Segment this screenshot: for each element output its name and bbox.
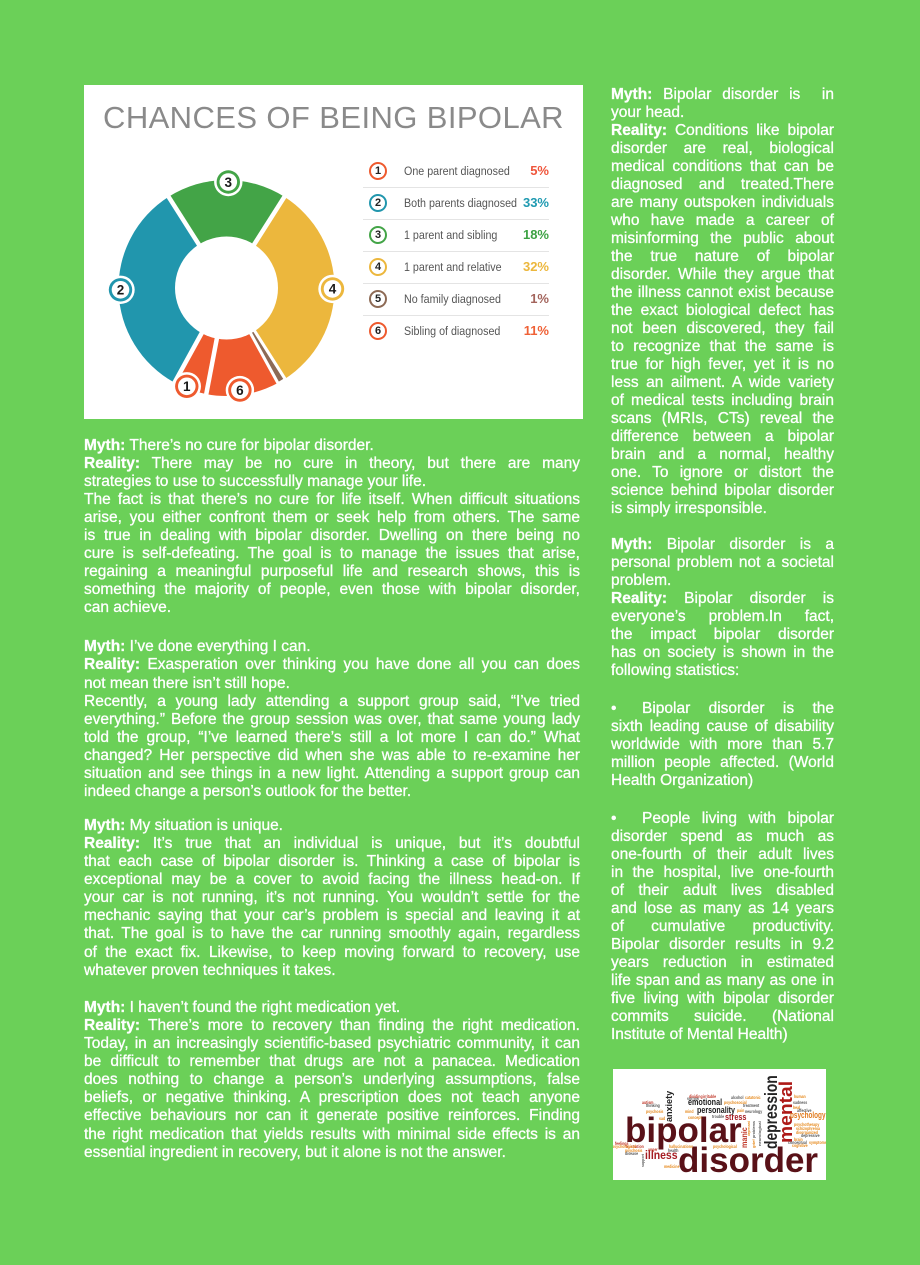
svg-text:3: 3 [225,175,233,190]
svg-text:6: 6 [236,383,244,398]
svg-text:2: 2 [117,283,125,298]
svg-text:1: 1 [183,379,191,394]
svg-text:4: 4 [329,282,337,297]
